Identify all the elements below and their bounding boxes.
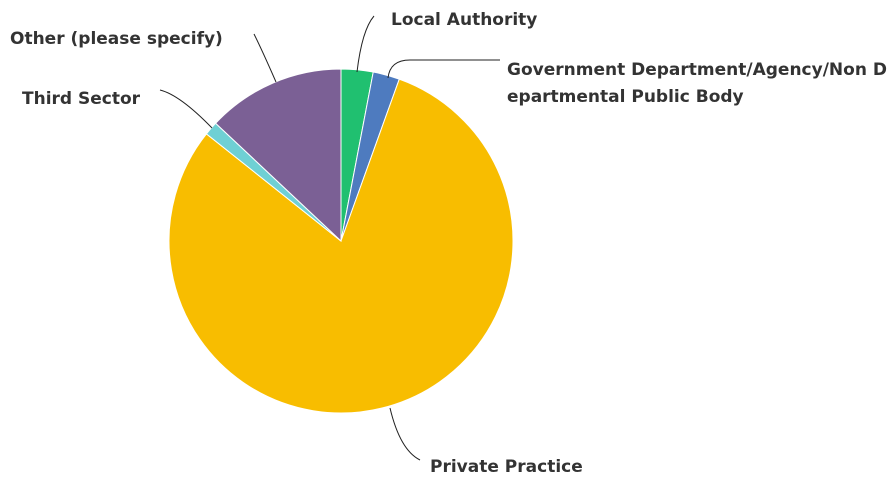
leader-line [356, 15, 375, 73]
slice-label: Other (please specify) [10, 29, 223, 49]
pie-slice [214, 68, 342, 243]
leader-line [389, 407, 421, 461]
pie-slice [168, 78, 514, 414]
leader-line [159, 89, 213, 129]
leader-line [387, 59, 500, 79]
leader-line [253, 33, 277, 83]
slice-label: Government Department/Agency/Non Departm… [507, 60, 887, 107]
slice-label: Third Sector [22, 89, 141, 109]
slice-label: Local Authority [391, 10, 538, 30]
slice-label: Private Practice [430, 457, 583, 477]
